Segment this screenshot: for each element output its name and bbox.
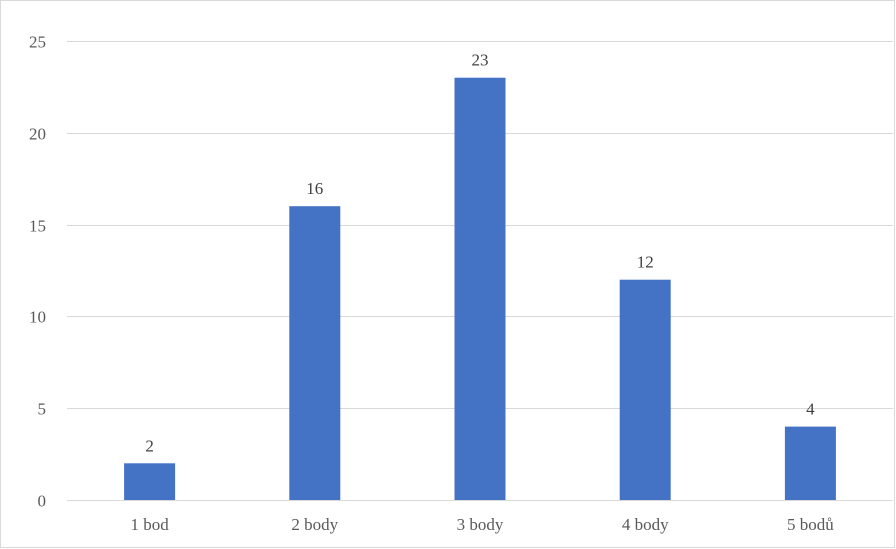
bar bbox=[619, 279, 671, 500]
bar bbox=[289, 206, 341, 500]
y-tick-label: 20 bbox=[29, 125, 46, 144]
x-tick-label: 1 bod bbox=[130, 515, 169, 534]
data-label: 16 bbox=[306, 179, 323, 198]
y-tick-label: 10 bbox=[29, 308, 46, 327]
y-tick-label: 5 bbox=[38, 400, 47, 419]
y-axis-tick-labels: 0 5 10 15 20 25 bbox=[29, 33, 46, 511]
y-tick-label: 0 bbox=[38, 492, 47, 511]
data-label: 12 bbox=[637, 253, 654, 272]
x-axis-tick-labels: 1 bod 2 body 3 body 4 body 5 bodů bbox=[130, 515, 834, 534]
data-label: 23 bbox=[472, 51, 489, 70]
y-tick-label: 15 bbox=[29, 217, 46, 236]
y-tick-label: 25 bbox=[29, 33, 46, 52]
data-label: 4 bbox=[806, 400, 815, 419]
bars bbox=[124, 77, 836, 500]
x-tick-label: 5 bodů bbox=[787, 515, 834, 534]
bar bbox=[124, 463, 176, 500]
bar bbox=[784, 426, 836, 500]
data-label: 2 bbox=[145, 436, 154, 455]
x-tick-label: 2 body bbox=[291, 515, 338, 534]
x-tick-label: 4 body bbox=[622, 515, 669, 534]
bar bbox=[454, 77, 506, 500]
x-tick-label: 3 body bbox=[457, 515, 504, 534]
data-labels: 2 16 23 12 4 bbox=[145, 51, 815, 456]
